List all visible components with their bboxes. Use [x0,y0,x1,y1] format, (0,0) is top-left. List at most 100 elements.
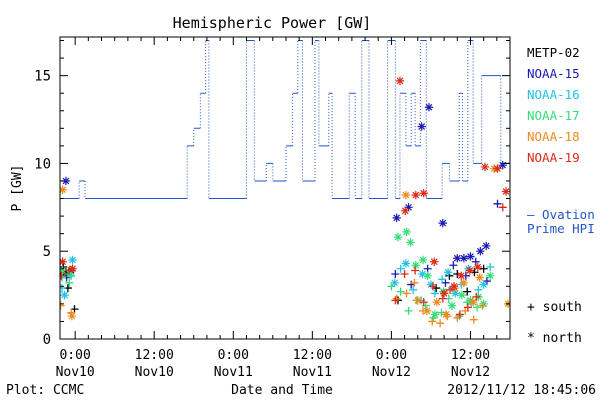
south-point [479,264,488,273]
ovation-step-levels [60,40,510,199]
south-point [402,289,411,298]
y-tick-label: 0 [43,332,51,348]
symbol-legend-entry: * north [527,331,582,346]
south-point [438,294,447,303]
south-point [396,264,405,273]
legend-entry: NOAA-16 [527,87,580,102]
north-point [501,187,510,196]
north-point [402,227,411,237]
north-point [60,62,61,64]
north-point [43,321,51,329]
north-point [438,218,447,228]
legend-entry: NOAA-18 [527,129,580,144]
north-point [61,176,71,186]
south-point [486,263,495,272]
north-point [493,164,502,173]
south-point [400,270,409,279]
south-point [421,301,430,310]
north-point [447,301,457,310]
x-tick-label-date: Nov11 [293,365,332,380]
north-point [393,232,403,242]
south-point [409,285,418,294]
plot-area [39,36,511,340]
x-tick-label-time: 12:00 [293,348,332,363]
south-point [39,302,47,310]
north-point [498,160,507,170]
y-tick-label: 15 [34,69,51,85]
south-point [446,285,455,294]
legend-entry: NOAA-17 [527,108,580,123]
footer-left: Plot: CCMC [6,383,84,398]
north-point [418,269,427,279]
south-point [411,266,420,275]
x-tick-label-date: Nov11 [214,365,253,380]
north-point [453,254,462,263]
north-point [468,297,478,307]
north-point [417,122,426,131]
north-point [426,280,436,289]
south-point [42,274,50,282]
south-point [43,267,51,275]
legend-entry: NOAA-15 [527,66,580,81]
south-point [463,287,472,296]
y-axis-label: P [GW] [10,165,25,212]
south-point [455,310,464,319]
south-point [60,284,66,293]
y-tick-label: 5 [43,244,51,260]
north-point [60,185,67,194]
north-point [479,280,488,289]
north-point [450,283,459,293]
north-point [68,264,77,273]
south-point [493,199,502,208]
north-point [457,271,466,280]
x-tick-label-time: 0:00 [59,348,90,363]
south-point [387,282,396,291]
north-point [459,278,469,288]
south-point [498,203,507,212]
south-point [419,298,428,307]
south-point [49,293,57,301]
x-tick-label-date: Nov12 [451,365,490,380]
x-tick-label-date: Nov12 [372,365,411,380]
north-point [486,271,495,280]
x-tick-label-time: 12:00 [135,348,174,363]
south-point [50,281,58,289]
x-tick-label-time: 0:00 [376,348,407,363]
footer-right: 2012/11/12 18:45:06 [447,383,596,398]
north-point [401,206,410,216]
north-point [419,189,428,198]
south-point [430,289,439,298]
north-point [404,203,413,212]
south-point [478,301,487,310]
south-point [428,317,437,326]
north-point [68,255,77,265]
axes-frame [59,36,511,340]
south-point [391,296,400,305]
north-point [411,190,420,200]
north-point [430,310,440,319]
south-point [455,312,464,321]
south-point [48,296,56,304]
ovation-legend-line2: Prime HPI [527,221,595,236]
north-point [422,306,432,316]
north-point [43,300,51,308]
north-point [51,266,59,274]
north-point [473,262,482,272]
south-point [410,278,419,287]
north-point [401,190,411,200]
south-point [469,315,478,324]
south-point [474,285,483,294]
legend-entry: METP-02 [527,45,580,60]
north-point [432,297,442,307]
north-point [466,296,475,305]
north-point [466,252,475,261]
north-point [475,273,484,282]
north-point [392,213,401,223]
north-point [418,255,428,265]
north-point [423,271,432,280]
legend-entry: NOAA-19 [527,150,580,165]
north-point [430,257,439,266]
north-point [41,268,49,276]
south-point [391,270,400,279]
